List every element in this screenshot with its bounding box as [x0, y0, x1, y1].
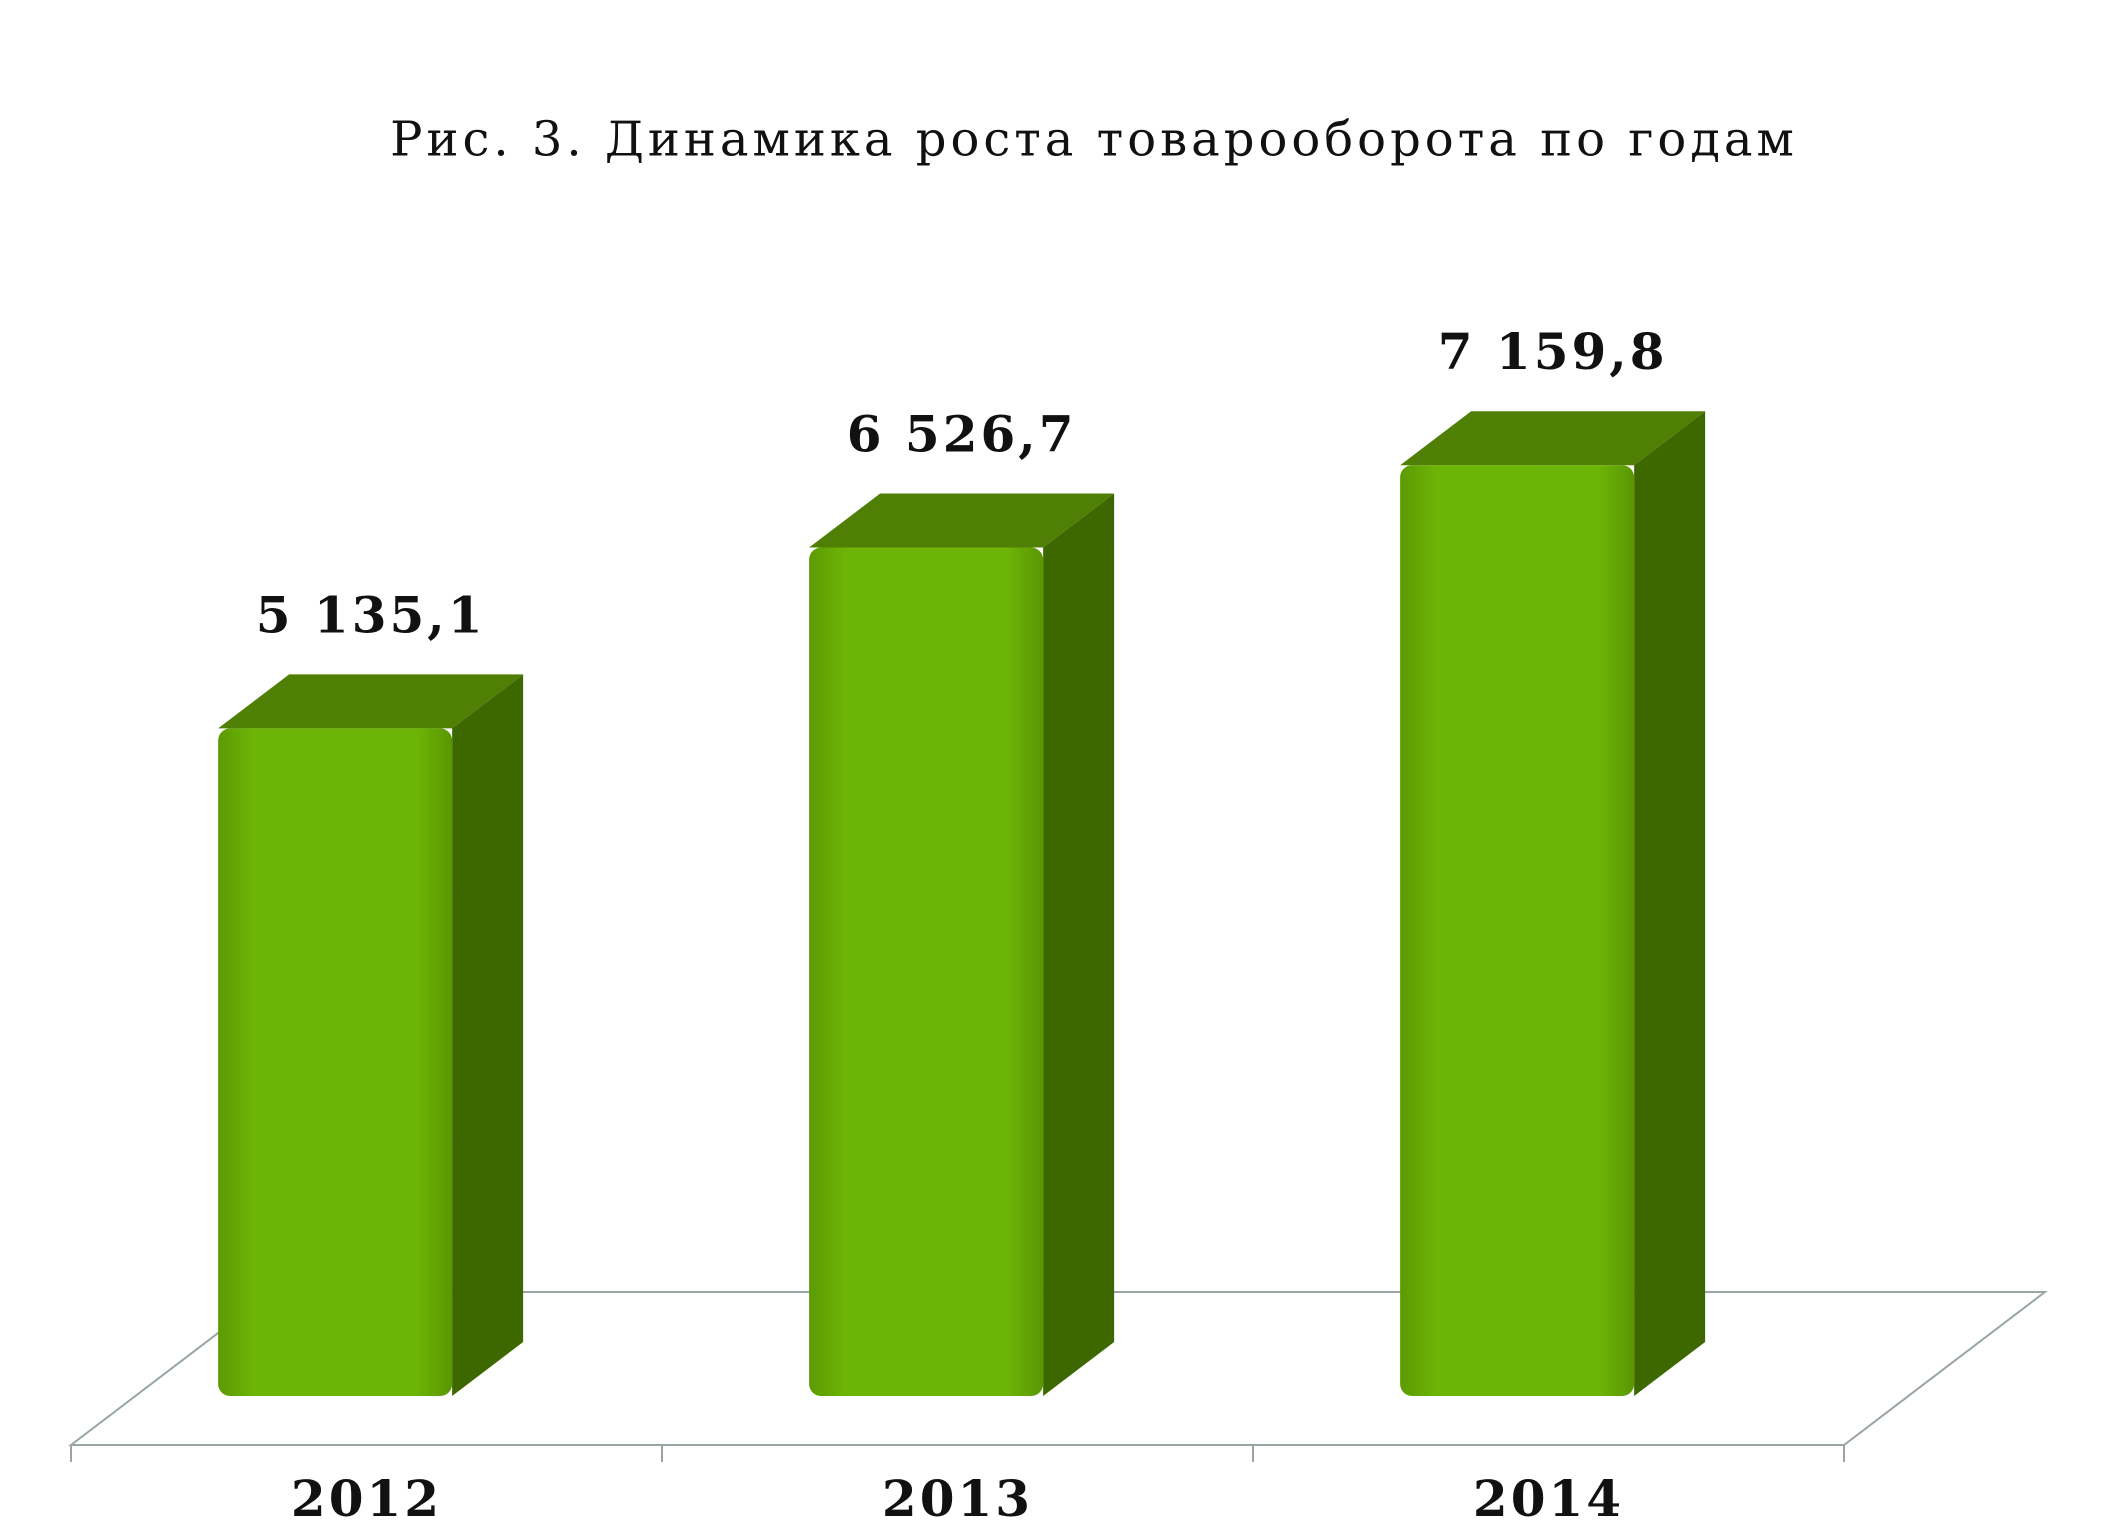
value-label: 6 526,7: [847, 405, 1077, 464]
bar-side: [1634, 411, 1706, 1396]
chart-title: Рис. 3. Динамика роста товарооборота по …: [390, 112, 1798, 168]
bar: [809, 547, 1044, 1396]
bar-top: [218, 674, 524, 729]
bar-top: [1400, 411, 1706, 466]
bar: [218, 728, 453, 1396]
x-tick-label: 2014: [1473, 1469, 1624, 1528]
x-tick-label: 2013: [882, 1469, 1033, 1528]
x-tick-label: 2012: [291, 1469, 442, 1528]
bar: [1400, 465, 1635, 1396]
bar-side: [452, 674, 524, 1396]
value-label: 7 159,8: [1438, 322, 1668, 381]
value-label: 5 135,1: [256, 585, 486, 644]
bar-side: [1043, 493, 1115, 1396]
bar-top: [809, 493, 1115, 548]
